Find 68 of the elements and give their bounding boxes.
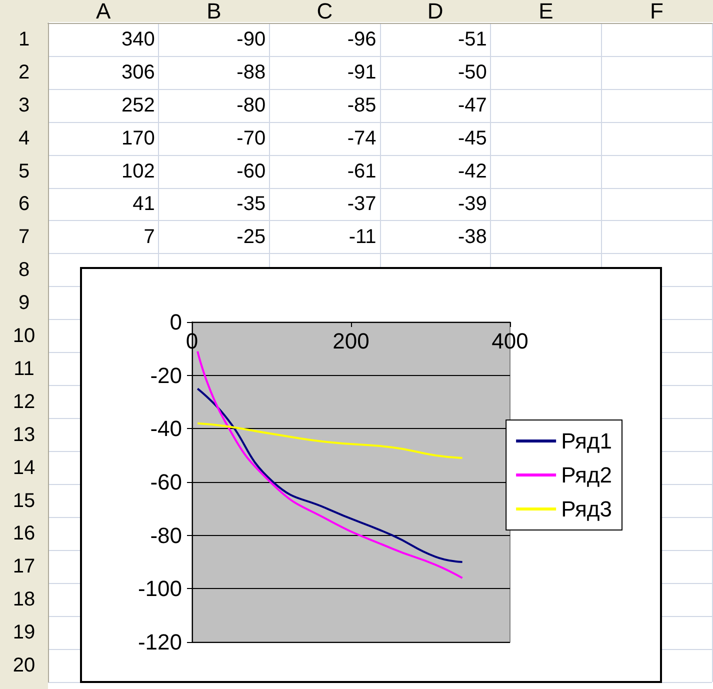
y-tick-label: 2 xyxy=(18,61,30,84)
legend-label: Ряд3 xyxy=(561,496,612,522)
data-label: -11 xyxy=(348,226,376,248)
y-tick-label: 15 xyxy=(12,490,36,512)
data-label: -88 xyxy=(236,61,266,84)
line-series xyxy=(196,388,464,563)
y-tick-label: 10 xyxy=(12,325,36,348)
data-label: -50 xyxy=(458,61,487,84)
data-label: -37 xyxy=(347,193,376,216)
data-label: -60 xyxy=(236,160,266,182)
y-tick-label: -60 xyxy=(150,470,182,494)
y-tick-label: 12 xyxy=(12,390,36,413)
y-tick-label: 18 xyxy=(12,588,36,611)
y-tick-label: -120 xyxy=(138,630,182,654)
y-tick-label: 20 xyxy=(12,654,36,677)
y-tick-label: 17 xyxy=(12,556,36,578)
y-tick-label: -100 xyxy=(138,576,182,602)
y-tick-label: 19 xyxy=(12,622,36,644)
y-tick-label: 0 xyxy=(170,310,182,334)
legend-label: Ряд2 xyxy=(561,462,612,488)
y-tick-label: 11 xyxy=(14,358,34,380)
data-label: -38 xyxy=(458,226,487,248)
data-label: -42 xyxy=(458,160,487,182)
data-label: 170 xyxy=(122,127,155,150)
data-label: -90 xyxy=(236,28,266,50)
x-tick-label: C xyxy=(316,0,333,24)
data-label: -74 xyxy=(347,127,376,150)
line-series xyxy=(196,350,464,579)
y-tick-label: 9 xyxy=(18,292,30,314)
y-tick-label: 14 xyxy=(12,456,36,479)
data-label: -91 xyxy=(347,61,376,84)
y-tick-label: -40 xyxy=(150,416,182,442)
y-tick-label: -80 xyxy=(150,522,182,548)
x-tick-label: 200 xyxy=(332,328,370,354)
line-series xyxy=(196,422,464,459)
x-tick-label: E xyxy=(538,0,554,24)
y-tick-label: 5 xyxy=(18,160,30,182)
y-tick-label: 6 xyxy=(18,193,30,216)
data-label: -80 xyxy=(236,94,266,116)
data-label: -45 xyxy=(458,127,487,150)
y-tick-label: 3 xyxy=(18,94,30,116)
x-tick-label: B xyxy=(206,0,222,24)
data-label: -70 xyxy=(236,127,266,150)
data-label: -47 xyxy=(458,94,487,116)
data-label: -61 xyxy=(347,160,376,182)
y-tick-label: 16 xyxy=(12,522,36,545)
x-tick-label: 400 xyxy=(492,328,528,354)
x-tick-label: F xyxy=(650,0,664,24)
data-label: -96 xyxy=(347,28,376,50)
data-label: 340 xyxy=(122,28,155,50)
data-label: -85 xyxy=(347,94,376,116)
data-label: -35 xyxy=(236,193,266,216)
x-tick-label: A xyxy=(96,0,111,24)
y-tick-label: 1 xyxy=(18,28,30,50)
data-label: 102 xyxy=(122,160,155,182)
data-label: -25 xyxy=(236,226,266,248)
y-tick-label: -20 xyxy=(150,362,182,388)
data-label: -39 xyxy=(458,193,487,216)
x-tick-label: D xyxy=(427,0,444,24)
y-tick-label: 13 xyxy=(12,424,36,446)
y-tick-label: 7 xyxy=(18,226,30,248)
data-label: -51 xyxy=(458,28,487,50)
y-tick-label: 4 xyxy=(18,127,30,150)
data-label: 252 xyxy=(122,94,155,116)
data-label: 306 xyxy=(122,61,155,84)
y-tick-label: 8 xyxy=(18,259,30,282)
legend-label: Ряд1 xyxy=(561,428,612,454)
data-label: 41 xyxy=(132,193,155,216)
